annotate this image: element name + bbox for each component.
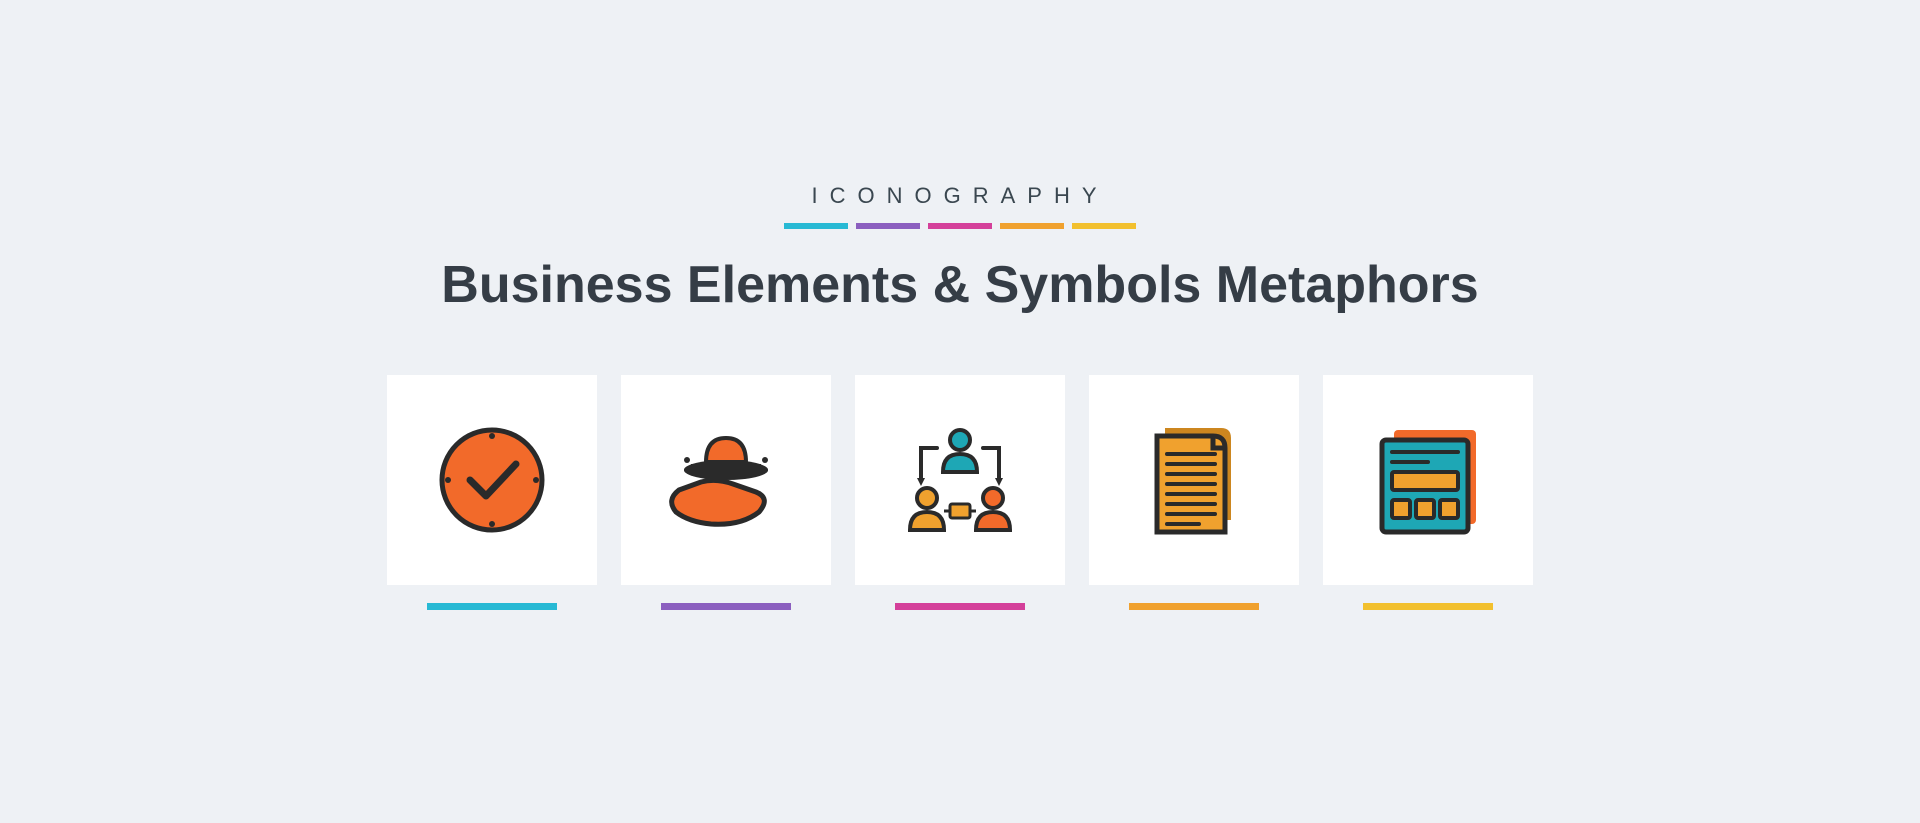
tile-box: [1089, 375, 1299, 585]
tile-box: [621, 375, 831, 585]
tile-underline: [661, 603, 791, 610]
serving-hand-icon: [661, 420, 791, 540]
checkmark-circle-icon: [432, 420, 552, 540]
tile-team-hierarchy: [855, 375, 1065, 610]
document-icon: [1139, 420, 1249, 540]
accent-stripes: [390, 223, 1530, 229]
tile-box: [387, 375, 597, 585]
stripe-3: [928, 223, 992, 229]
tile-serving-hand: [621, 375, 831, 610]
icon-pack-card: ICONOGRAPHY Business Elements & Symbols …: [320, 123, 1600, 700]
tile-underline: [895, 603, 1025, 610]
tile-underline: [1129, 603, 1259, 610]
tile-box: [855, 375, 1065, 585]
stripe-5: [1072, 223, 1136, 229]
kicker-text: ICONOGRAPHY: [390, 183, 1530, 209]
newspaper-icon: [1368, 420, 1488, 540]
stripe-1: [784, 223, 848, 229]
tile-document: [1089, 375, 1299, 610]
team-hierarchy-icon: [895, 420, 1025, 540]
tile-box: [1323, 375, 1533, 585]
tile-underline: [1363, 603, 1493, 610]
pack-title: Business Elements & Symbols Metaphors: [390, 255, 1530, 315]
tile-checkmark: [387, 375, 597, 610]
stripe-2: [856, 223, 920, 229]
header: ICONOGRAPHY Business Elements & Symbols …: [390, 183, 1530, 315]
icon-tiles-row: [390, 375, 1530, 610]
stripe-4: [1000, 223, 1064, 229]
tile-underline: [427, 603, 557, 610]
tile-newspaper: [1323, 375, 1533, 610]
